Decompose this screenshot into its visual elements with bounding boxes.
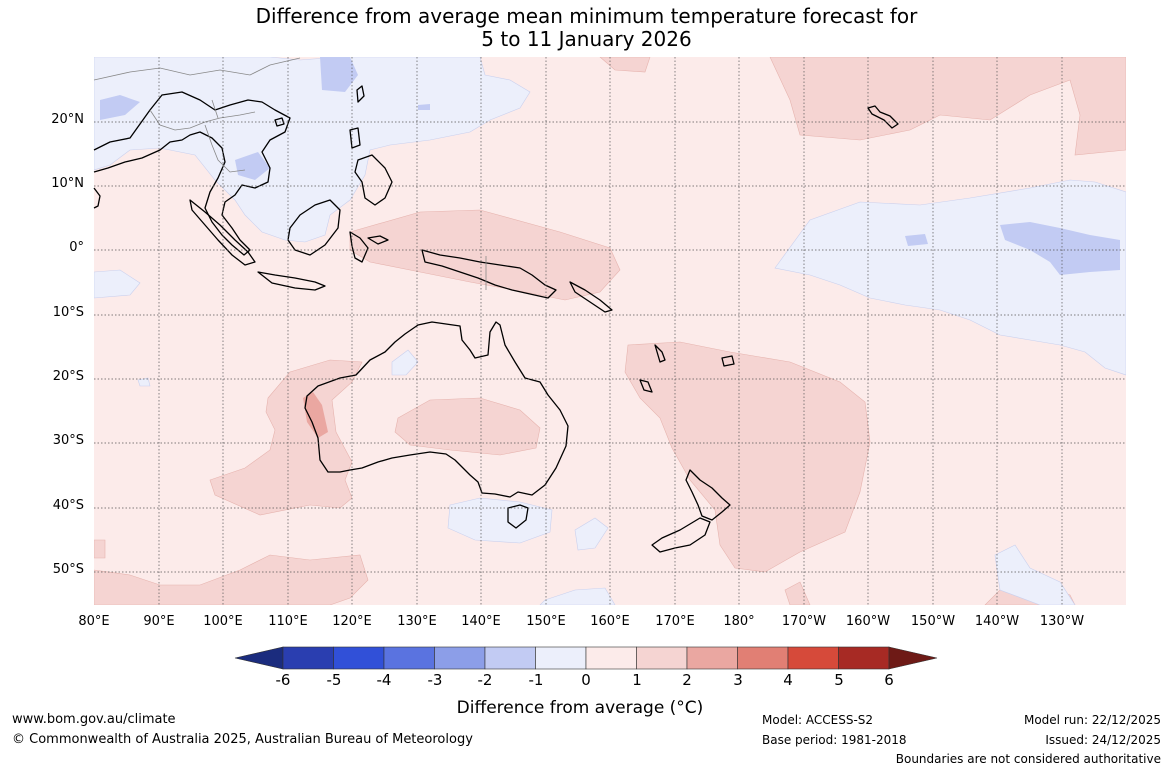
lat-label-20n: 20°N [51,112,84,127]
lon-label-170e: 170°E [655,614,695,629]
colorbar-tick: 0 [581,671,591,689]
lat-label-20s: 20°S [52,369,84,384]
sri-lanka-outline [93,187,101,209]
issued-date: Issued: 24/12/2025 [1045,733,1161,747]
lon-label-160e: 160°E [590,614,630,629]
graticule [94,57,1126,605]
country-borders [93,57,487,290]
lon-label-140e: 140°E [461,614,501,629]
colorbar-swatch [383,646,435,670]
map-title-line-1: Difference from average mean minimum tem… [255,4,918,28]
map-title-line-2: 5 to 11 January 2026 [481,27,692,51]
copyright-text: © Commonwealth of Australia 2025, Austra… [12,732,473,747]
lon-label-80e: 80°E [78,614,110,629]
colorbar-tick: 6 [884,671,894,689]
lon-label-160w: 160°W [845,614,891,629]
colorbar-tick: 2 [682,671,692,689]
colorbar-swatch [737,646,789,670]
vanuatu-outline [639,379,653,393]
colorbar-arrow-low [234,646,284,670]
colorbar-tick: -1 [528,671,544,689]
base-period: Base period: 1981-2018 [762,733,907,747]
colorbar-swatch [484,646,536,670]
lon-label-150w: 150°W [910,614,956,629]
colorbar-swatch [585,646,637,670]
tasmania-outline [507,504,529,529]
lat-label-40s: 40°S [52,498,84,513]
colorbar [234,646,938,670]
colorbar-tick: 5 [834,671,844,689]
new-zealand-north-island-outline [685,469,731,521]
lon-label-100e: 100°E [203,614,243,629]
model-name: Model: ACCESS-S2 [762,713,874,727]
colorbar-tick: -5 [326,671,342,689]
lat-label-10s: 10°S [52,305,84,320]
lon-label-120e: 120°E [332,614,372,629]
colorbar-tick: -4 [376,671,392,689]
mainland-southeast-asia-outline [93,91,291,256]
new-caledonia-outline [654,344,666,363]
australia-outline [304,321,569,498]
lat-label-10n: 10°N [51,176,84,191]
hawaii-outline [867,105,899,129]
taiwan-outline [356,85,365,103]
boundaries-disclaimer: Boundaries are not considered authoritat… [895,752,1161,766]
java-outline [257,271,326,291]
model-run-date: Model run: 22/12/2025 [1023,713,1161,727]
lon-label-110e: 110°E [268,614,308,629]
hainan-outline [274,117,285,127]
sumatra-outline [189,199,256,266]
lon-label-130e: 130°E [397,614,437,629]
colorbar-tick: 4 [783,671,793,689]
colorbar-swatch [636,646,688,670]
lon-label-90e: 90°E [143,614,175,629]
colorbar-tick: -3 [427,671,443,689]
lon-label-140w: 140°W [974,614,1020,629]
borneo-outline [287,199,341,256]
colorbar-swatch [434,646,486,670]
lon-label-130w: 130°W [1039,614,1085,629]
anomaly-1-to-2-regions [94,57,1126,605]
philippines-outline [349,127,393,206]
colorbar-swatch [333,646,385,670]
colorbar-tick: -6 [275,671,291,689]
colorbar-swatch [686,646,738,670]
colorbar-arrow-high [888,646,938,670]
colorbar-tick: -2 [477,671,493,689]
coastlines [93,85,899,553]
colorbar-tick: 1 [632,671,642,689]
lon-label-150e: 150°E [526,614,566,629]
colorbar-swatch [838,646,890,670]
website-link[interactable]: www.bom.gov.au/climate [12,712,176,727]
lat-label-50s: 50°S [52,562,84,577]
new-guinea-outline [421,249,557,299]
anomaly-minus2-to-minus1-regions [100,57,1120,275]
lon-label-180: 180° [723,614,755,629]
lat-label-equator: 0° [69,240,84,255]
colorbar-label: Difference from average (°C) [456,698,704,718]
lat-label-30s: 30°S [52,433,84,448]
colorbar-swatch [535,646,587,670]
colorbar-tick: 3 [733,671,743,689]
solomon-islands-outline [569,281,613,313]
fiji-outline [721,355,735,367]
lon-label-170w: 170°W [781,614,827,629]
colorbar-swatch [282,646,334,670]
colorbar-swatch [787,646,839,670]
new-zealand-south-island-outline [651,517,711,553]
